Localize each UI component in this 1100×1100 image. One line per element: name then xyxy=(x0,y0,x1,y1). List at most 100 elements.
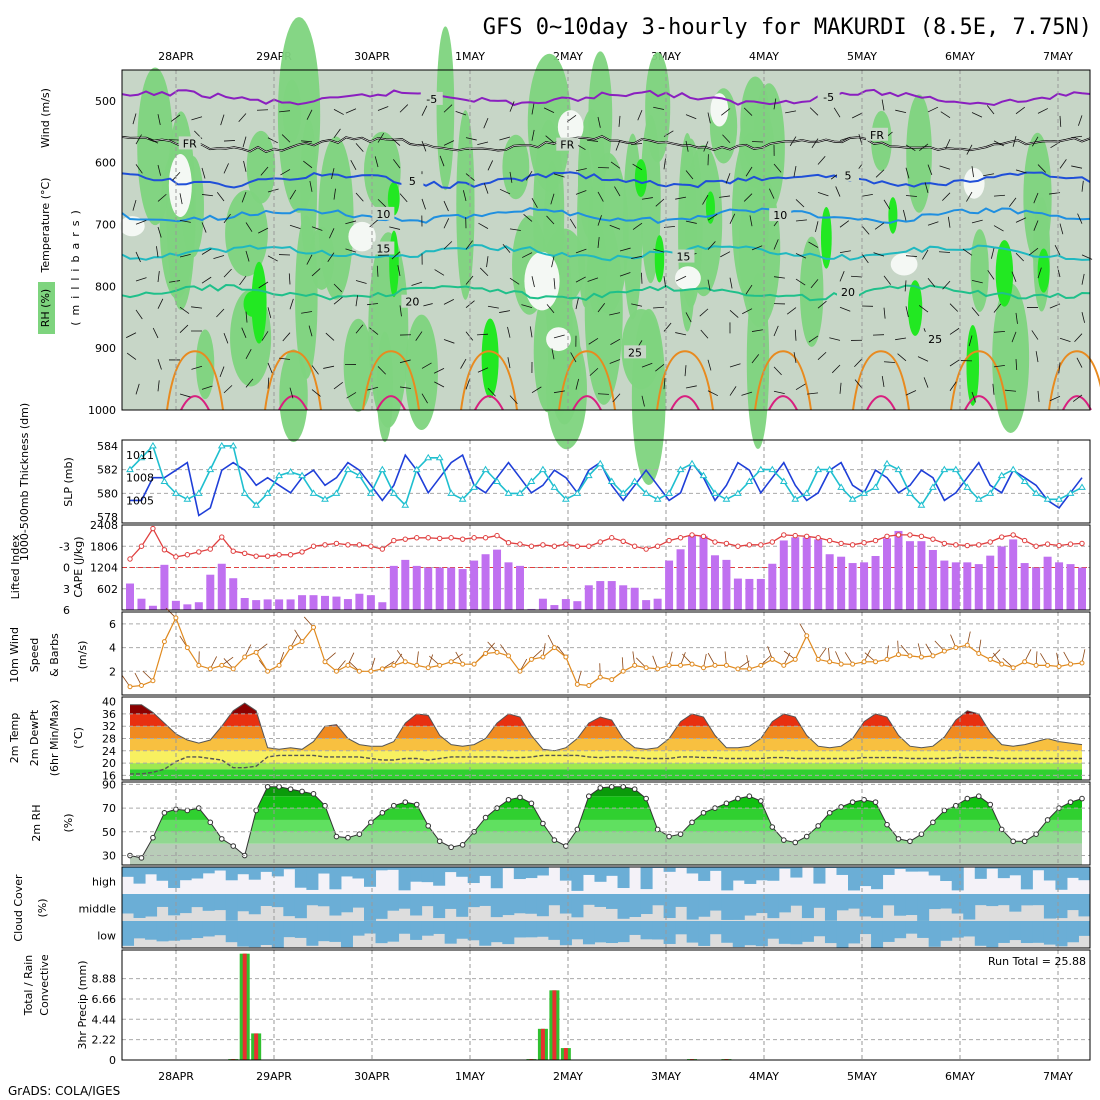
li-line xyxy=(129,527,1083,560)
wind-barb xyxy=(817,192,829,197)
wind-barb xyxy=(905,306,909,318)
rh-mid-cell xyxy=(546,331,587,450)
wind-barb xyxy=(376,265,379,277)
wind-barb xyxy=(809,107,819,116)
precip-y-tick: 0 xyxy=(109,1054,116,1067)
wind-speed-point xyxy=(184,645,190,651)
wind-speed-point xyxy=(402,659,408,665)
wind-barb xyxy=(553,278,556,290)
wind-barb xyxy=(487,160,494,171)
temp-contour-hot xyxy=(670,395,700,411)
wind-barb xyxy=(507,326,511,338)
cloud-cover-cell-middle xyxy=(237,894,250,912)
thickness-point xyxy=(309,489,318,496)
wind-barb xyxy=(947,216,951,228)
wind-barb xyxy=(575,248,587,254)
cloud-cover-cell-low xyxy=(813,921,826,937)
wind-barb xyxy=(499,188,511,195)
wind-barb xyxy=(282,332,291,342)
wind-speed-point xyxy=(1022,659,1028,665)
cloud-cover-cell-middle xyxy=(652,894,665,906)
cape-bar xyxy=(722,559,731,610)
wind-barb xyxy=(993,330,1005,333)
wind-barb xyxy=(1015,217,1027,223)
cape-bar xyxy=(527,608,536,610)
wind-barb xyxy=(971,307,980,317)
date-label-bottom: 5MAY xyxy=(847,1070,877,1083)
wind-barb xyxy=(1071,165,1083,169)
rh-high-cell xyxy=(995,240,1014,307)
cloud-cover-cell-high xyxy=(709,867,722,871)
cloud-cover-cell-middle xyxy=(352,894,365,908)
wind-barb xyxy=(773,366,782,376)
wind-barb xyxy=(443,140,455,146)
li-point xyxy=(930,536,936,542)
wind-barb xyxy=(719,195,731,198)
wind-barb xyxy=(397,265,401,277)
wind-barb xyxy=(817,351,827,360)
cape-y-tick: 602 xyxy=(97,583,118,596)
cloud-cover-cell-low xyxy=(421,921,434,936)
cloud-cover-cell-low xyxy=(974,921,987,946)
rh2m-point xyxy=(780,837,787,843)
wind-speed-point xyxy=(196,662,202,668)
li-point xyxy=(872,537,879,544)
wind-barb xyxy=(927,106,939,113)
contour-label-bg xyxy=(672,249,695,263)
cloud-cover-cell-low xyxy=(1055,921,1068,947)
li-point xyxy=(631,543,638,549)
wind-barb xyxy=(773,163,782,173)
cape-bar xyxy=(263,599,272,610)
thickness-point xyxy=(481,465,490,473)
cloud-cover-cell-low xyxy=(283,921,296,938)
wind-barb xyxy=(619,247,631,252)
cloud-cover-cell-low xyxy=(801,921,814,942)
wind-barb xyxy=(968,335,973,347)
wind-barb xyxy=(971,112,983,118)
wind-barb xyxy=(179,253,191,258)
cloud-cover-cell-middle xyxy=(536,894,549,917)
wind-barb xyxy=(1012,136,1017,147)
wind-barb xyxy=(369,327,379,335)
wind-barb xyxy=(850,275,863,278)
cloud-cover-cell-middle xyxy=(214,894,227,911)
wind-speed-point xyxy=(735,666,741,672)
t2m-band xyxy=(130,769,1082,780)
cloud-cover-cell-low xyxy=(559,921,572,946)
cloud-cover-cell-high xyxy=(559,867,572,881)
cape-bar xyxy=(710,555,719,610)
wind-barb xyxy=(768,188,775,199)
thickness-point xyxy=(894,465,903,473)
cloud-cover-cell-high xyxy=(283,867,296,870)
wind-barb xyxy=(987,270,995,280)
rh2m-point xyxy=(540,820,546,827)
rh-mid-cell xyxy=(992,283,1030,433)
rh2m-point xyxy=(677,831,684,837)
cloud-cover-cell-high xyxy=(686,867,699,874)
wind-barb xyxy=(135,164,143,174)
wind-barb xyxy=(575,378,580,390)
cape-bar xyxy=(1020,563,1029,610)
wind-speed-point xyxy=(333,668,339,674)
cloud-cover-cell-middle xyxy=(260,894,273,906)
wind-barb xyxy=(575,168,587,172)
wind-barb xyxy=(156,246,159,258)
wind-speed-point xyxy=(873,659,879,665)
li-point xyxy=(345,542,351,548)
cloud-cover-cell-middle xyxy=(1066,894,1079,911)
wind-barb xyxy=(523,214,533,222)
wind-barb xyxy=(306,254,313,265)
cloud-cover-cell-high xyxy=(790,867,803,878)
wind-barb xyxy=(289,189,297,200)
wind-barb xyxy=(465,331,474,341)
thickness-point xyxy=(756,465,765,473)
wind-barb xyxy=(301,311,313,314)
precip-convective-bar xyxy=(254,1033,259,1060)
wind-barb xyxy=(720,251,731,258)
wind-barb xyxy=(521,252,533,258)
cape-bar xyxy=(447,567,456,610)
thickness-point xyxy=(355,471,364,479)
wind-speed-point xyxy=(207,666,213,672)
cloud-cover-cell-high xyxy=(525,867,538,879)
